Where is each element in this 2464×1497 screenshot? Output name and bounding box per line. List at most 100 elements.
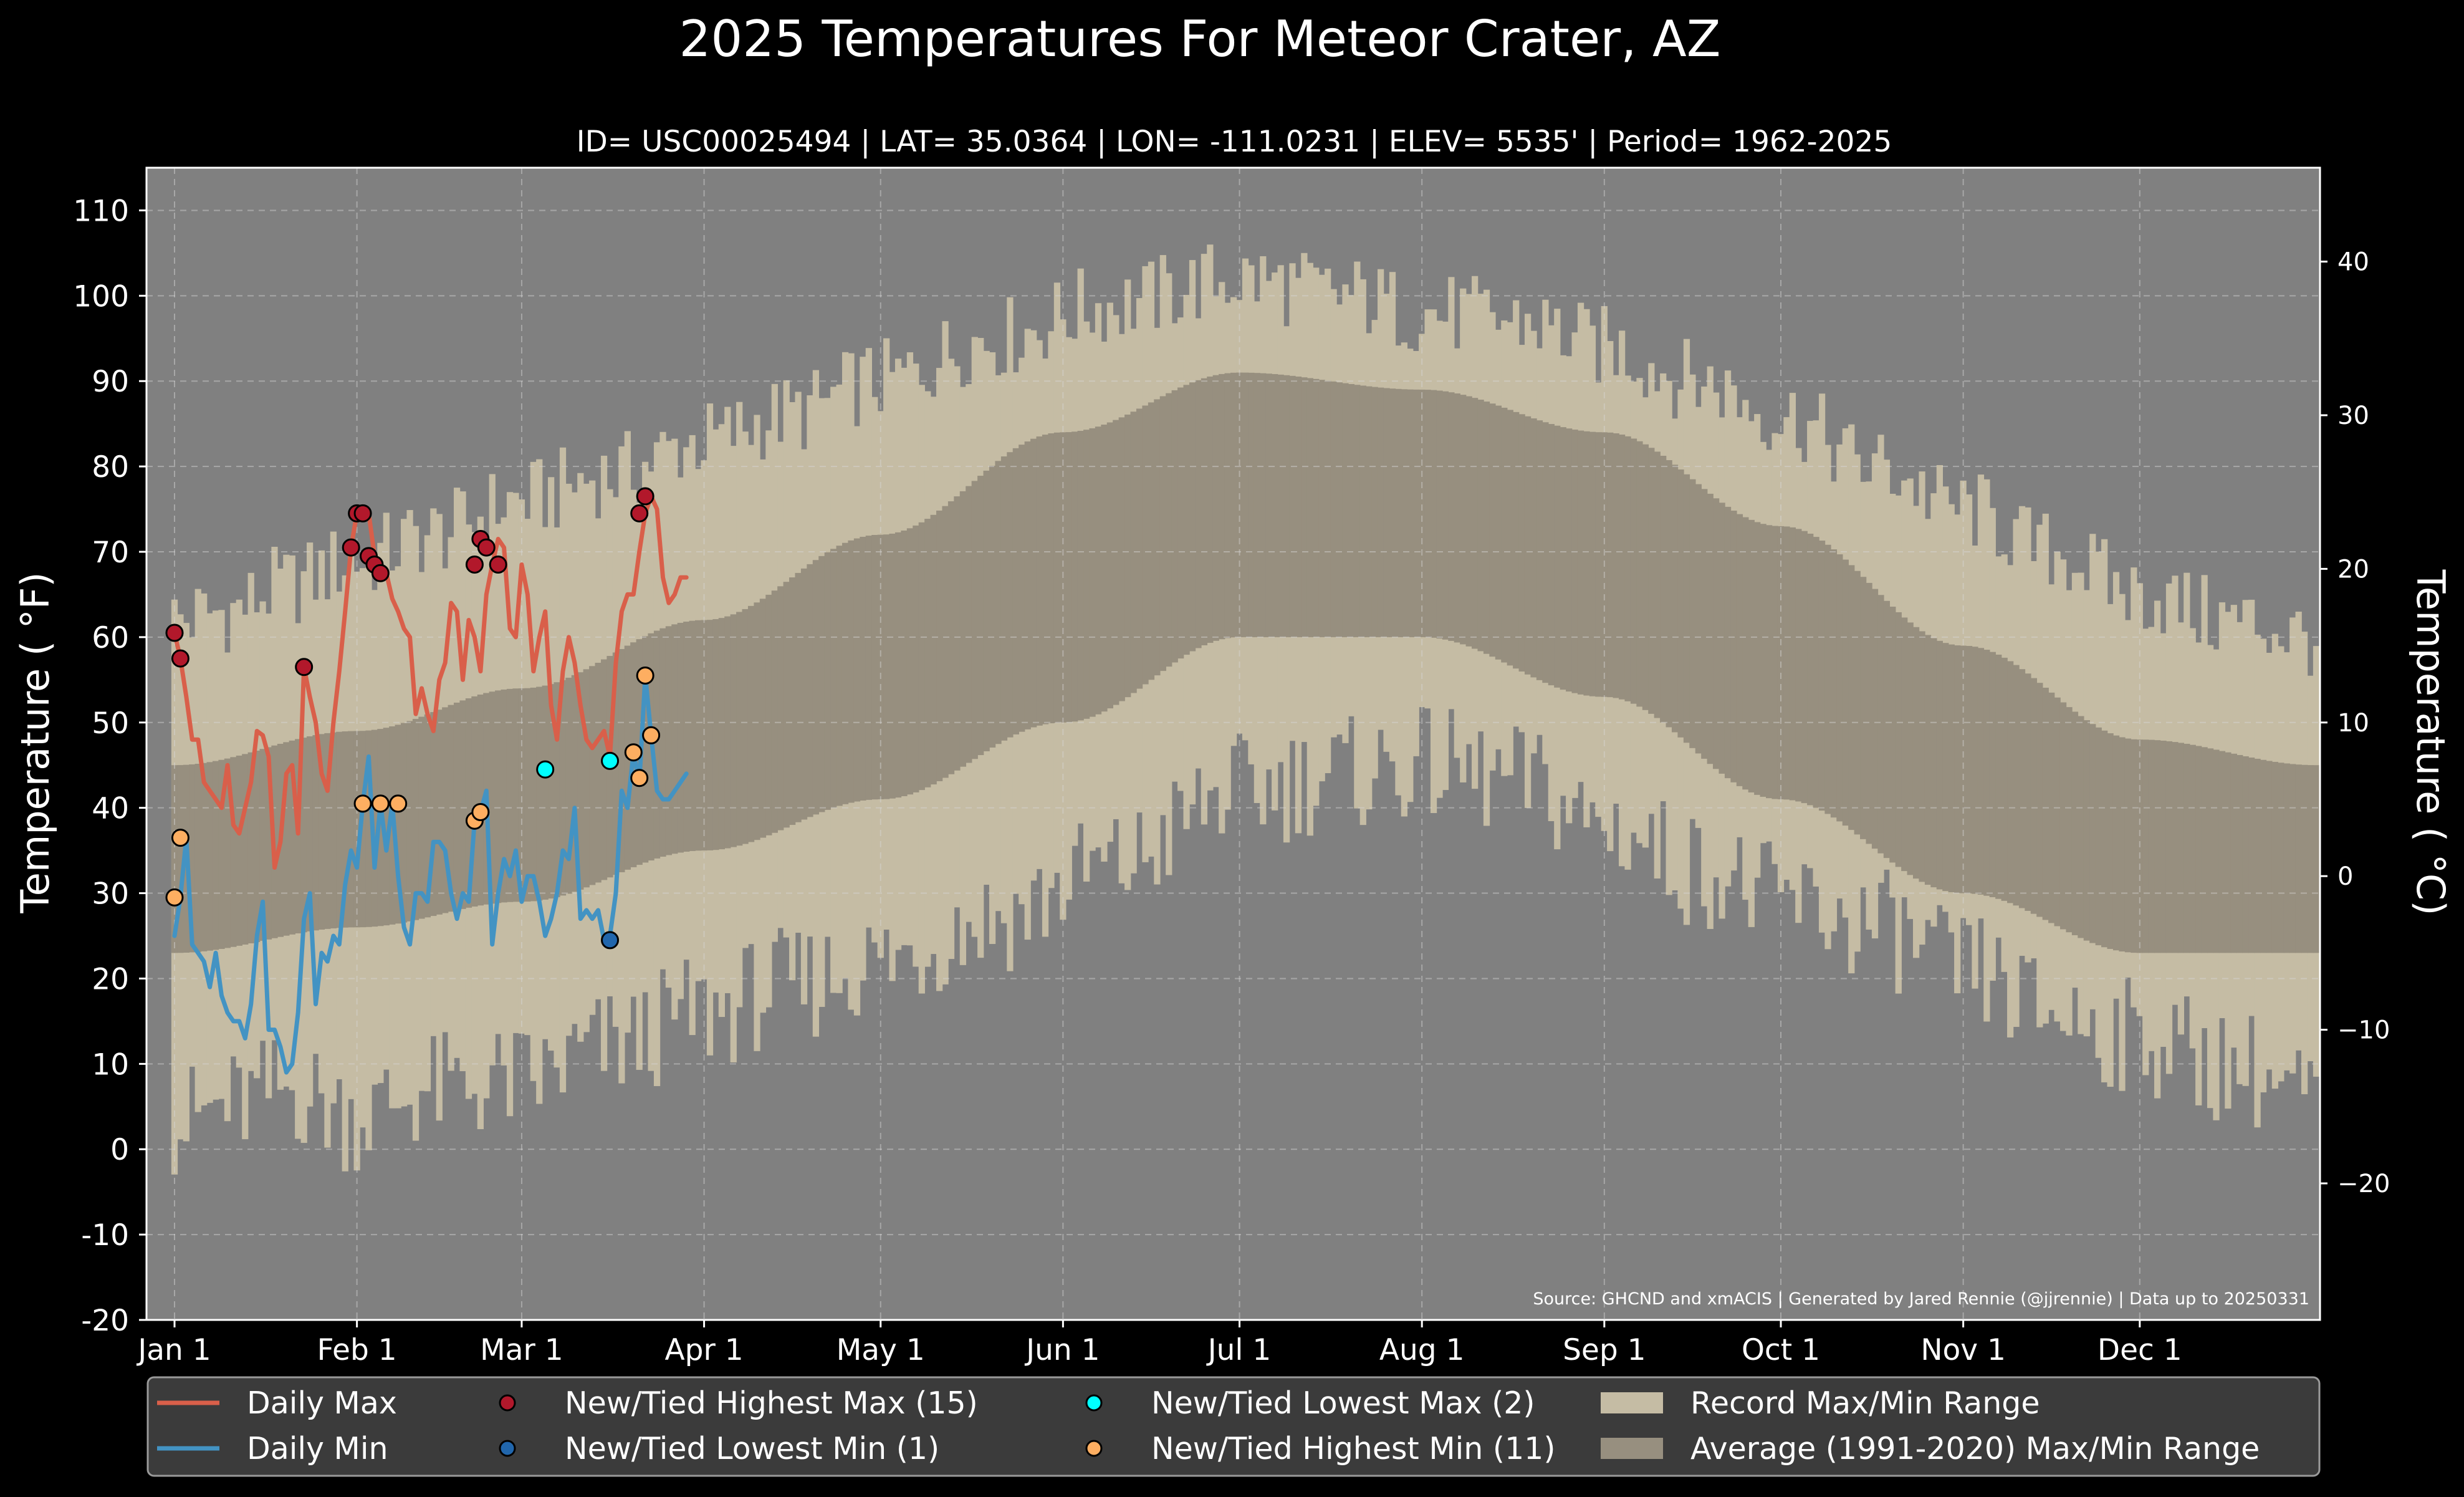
- x-tick-label: Feb 1: [317, 1333, 397, 1367]
- x-tick-label: Nov 1: [1920, 1333, 2006, 1367]
- average-range-bar: [1254, 373, 1260, 637]
- x-tick-label: Jan 1: [136, 1333, 211, 1367]
- average-range-bar: [1101, 425, 1108, 712]
- average-range-bar: [1336, 382, 1343, 637]
- average-range-bar: [2313, 765, 2320, 953]
- legend-label: New/Tied Highest Max (15): [565, 1385, 978, 1421]
- highest-min-marker: [171, 829, 189, 847]
- average-range-bar: [1089, 428, 1096, 717]
- average-range-bar: [2036, 683, 2043, 917]
- average-range-bar: [2213, 749, 2220, 953]
- average-range-bar: [2059, 702, 2067, 930]
- average-range-bar: [283, 742, 290, 936]
- average-range-bar: [1207, 376, 1214, 643]
- average-range-bar: [2148, 739, 2155, 953]
- average-range-bar: [1571, 430, 1578, 693]
- legend-label: Average (1991-2020) Max/Min Range: [1690, 1431, 2260, 1466]
- average-range-bar: [818, 556, 825, 812]
- average-range-bar: [2136, 739, 2143, 953]
- average-range-bar: [1789, 527, 1796, 801]
- average-range-bar: [1724, 506, 1732, 779]
- average-range-bar: [1854, 570, 1861, 835]
- y-tick-label-right: 0: [2337, 862, 2353, 891]
- average-range-bar: [1613, 433, 1619, 698]
- x-tick-label: Apr 1: [664, 1333, 743, 1367]
- average-range-bar: [983, 470, 990, 751]
- average-range-bar: [1507, 410, 1513, 666]
- highest-min-marker: [642, 726, 661, 744]
- average-range-bar: [659, 628, 666, 857]
- average-range-bar: [324, 733, 331, 929]
- y-tick-label-right: 10: [2337, 709, 2369, 738]
- average-range-bar: [359, 731, 367, 928]
- average-range-bar: [1342, 383, 1349, 637]
- average-range-bar: [2189, 744, 2196, 953]
- average-range-bar: [342, 731, 348, 928]
- average-range-bar: [1306, 378, 1313, 637]
- average-range-bar: [1919, 631, 1925, 882]
- average-range-bar: [189, 764, 196, 953]
- average-range-bar: [2160, 740, 2167, 953]
- average-range-bar: [977, 476, 984, 756]
- average-range-bar: [954, 496, 961, 771]
- average-range-bar: [913, 525, 919, 792]
- average-range-bar: [1048, 433, 1055, 724]
- average-range-bar: [453, 702, 461, 910]
- average-range-bar: [924, 519, 931, 787]
- highest-max-marker: [371, 564, 390, 582]
- average-range-bar: [418, 716, 425, 919]
- average-range-bar: [789, 577, 796, 826]
- average-range-bar: [1683, 474, 1690, 743]
- average-range-bar: [1348, 383, 1355, 637]
- average-range-bar: [1042, 435, 1049, 724]
- average-range-bar: [1666, 460, 1672, 728]
- average-range-bar: [1077, 431, 1084, 721]
- average-range-bar: [1460, 395, 1467, 645]
- average-range-bar: [1436, 390, 1443, 639]
- x-tick-label: Oct 1: [1742, 1333, 1820, 1367]
- average-range-bar: [1095, 426, 1102, 715]
- average-range-bar: [1530, 418, 1537, 678]
- average-range-bar: [1000, 456, 1008, 741]
- average-range-bar: [2271, 761, 2279, 953]
- average-range-bar: [254, 750, 261, 942]
- average-range-bar: [2071, 711, 2079, 935]
- average-range-bar: [1813, 537, 1819, 808]
- average-range-bar: [1289, 375, 1296, 637]
- average-range-bar: [1007, 452, 1014, 738]
- highest-min-marker: [624, 743, 643, 762]
- daily-max-line: [172, 494, 689, 870]
- legend-label: Daily Max: [247, 1385, 397, 1421]
- average-range-bar: [583, 669, 590, 888]
- average-range-bar: [2095, 727, 2102, 946]
- average-range-bar: [1295, 376, 1302, 637]
- average-range-bar: [1554, 425, 1561, 688]
- average-range-bar: [1972, 647, 1978, 894]
- x-tick-label: Jun 1: [1024, 1333, 1100, 1367]
- average-range-bar: [2254, 758, 2261, 953]
- average-range-bar: [730, 614, 737, 847]
- average-range-bar: [471, 696, 478, 907]
- y-tick-label-left: 20: [92, 962, 129, 996]
- average-range-bar: [383, 728, 390, 926]
- average-range-bar: [1313, 378, 1320, 637]
- highest-max-marker: [353, 504, 372, 522]
- average-range-bar: [724, 616, 731, 849]
- average-range-bar: [194, 764, 201, 952]
- average-range-bar: [1495, 405, 1502, 660]
- average-range-bar: [712, 619, 719, 850]
- average-range-bar: [1777, 526, 1785, 799]
- average-range-bar: [595, 662, 602, 883]
- highest-max-marker: [630, 504, 649, 522]
- average-range-bar: [1024, 441, 1031, 729]
- average-range-bar: [1807, 533, 1814, 806]
- average-range-bar: [442, 707, 449, 913]
- plot-area: -20 -10 0 10 20 30 40 50 60 70 80 90 100 110 −20 −10 0 10…: [73, 166, 2390, 1367]
- y-tick-label-left: 100: [73, 279, 129, 314]
- legend-dot-swatch: [1085, 1394, 1103, 1412]
- x-tick-label: Jul 1: [1206, 1333, 1272, 1367]
- average-range-bar: [966, 486, 972, 763]
- average-range-bar: [718, 618, 725, 850]
- highest-max-marker: [165, 623, 184, 642]
